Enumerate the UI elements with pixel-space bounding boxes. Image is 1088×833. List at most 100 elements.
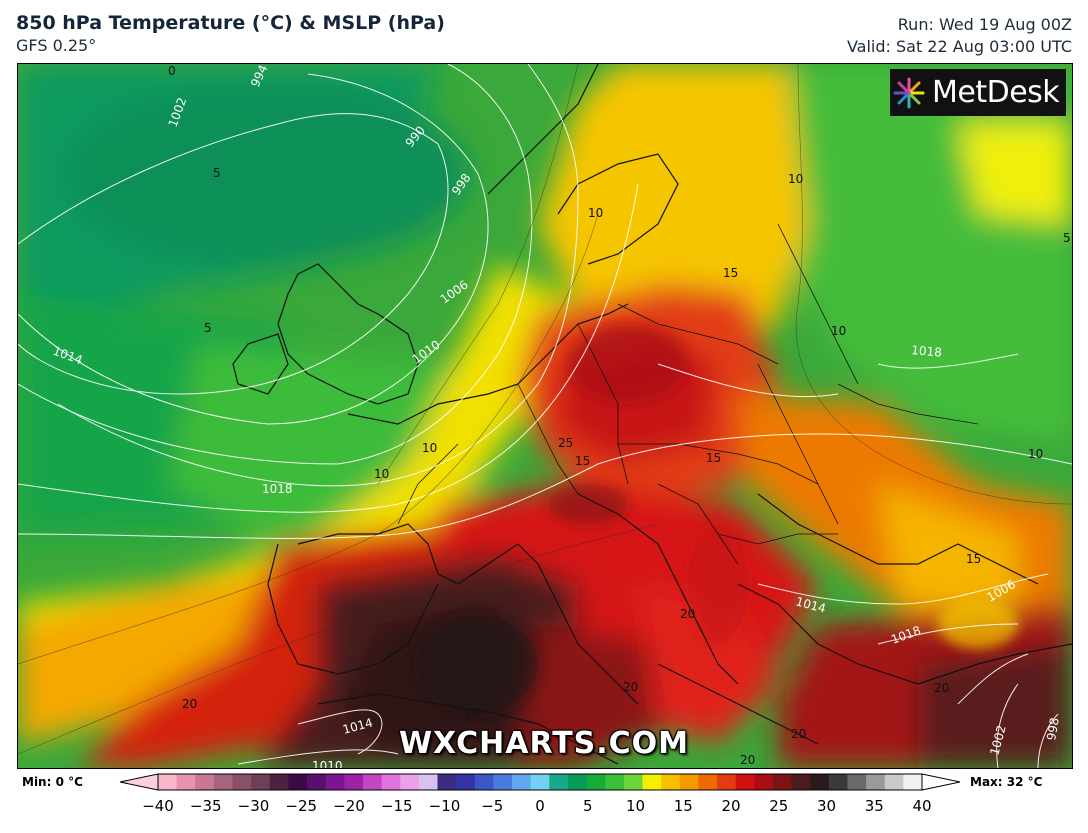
colorbar-swatch [176, 774, 196, 790]
isotherm-label: 15 [706, 451, 721, 465]
colorbar-tick-label: −40 [142, 797, 174, 815]
colorbar-swatch [791, 774, 811, 790]
isotherm-label: 10 [588, 206, 603, 220]
colorbar-tick-label: −10 [428, 797, 461, 815]
colorbar-swatch [549, 774, 569, 790]
colorbar-swatch [903, 774, 923, 790]
colorbar-tick-label: −30 [237, 797, 270, 815]
colorbar-tick-label: 30 [816, 797, 837, 815]
colorbar-swatch [325, 774, 345, 790]
isobar-label: 1010 [312, 759, 343, 768]
isobars [18, 64, 1072, 768]
colorbar-swatch [158, 774, 178, 790]
colorbar-swatch [251, 774, 271, 790]
temperature-detail [418, 324, 1018, 714]
weather-map[interactable]: 994 1002 990 998 1006 1010 1014 1018 101… [17, 63, 1073, 769]
isotherm-label: 20 [680, 607, 695, 621]
colorbar-swatch [847, 774, 867, 790]
isotherm-label: 25 [558, 436, 573, 450]
colorbar-swatch [512, 774, 532, 790]
valid-time: Valid: Sat 22 Aug 03:00 UTC [846, 37, 1072, 56]
isotherm-label: 15 [723, 266, 738, 280]
isotherm-label: 10 [1028, 447, 1043, 461]
colorbar-tick-label: −5 [481, 797, 504, 815]
colorbar-tick-label: 15 [673, 797, 693, 815]
great-britain-outline [277, 263, 419, 405]
colorbar-swatch [772, 774, 793, 790]
colorbar-swatch [437, 774, 457, 790]
colorbar-min-label: Min: 0 °C [22, 775, 83, 789]
map-svg: 994 1002 990 998 1006 1010 1014 1018 101… [18, 64, 1072, 768]
colorbar-max-label: Max: 32 °C [970, 775, 1043, 789]
colorbar-swatch [828, 774, 848, 790]
colorbar-swatch [586, 774, 606, 790]
metdesk-logo-text: MetDesk [932, 75, 1060, 110]
ireland-outline [232, 333, 289, 395]
isotherm-label: 10 [422, 441, 437, 455]
colorbar-swatch [679, 774, 699, 790]
colorbar-border [157, 773, 923, 791]
isotherm-label: 5 [1063, 231, 1071, 245]
isobar-label: 1018 [262, 482, 293, 496]
isotherm-label: 5 [213, 166, 221, 180]
colorbar-swatch [344, 774, 364, 790]
colorbar-swatch [605, 774, 625, 790]
colorbar-swatch [418, 774, 439, 790]
colorbar-tick-label: 40 [912, 797, 932, 815]
colorbar-swatch [213, 774, 234, 790]
colorbar-swatch [288, 774, 308, 790]
isotherm-label: 20 [623, 680, 638, 694]
isotherm-label: 30 [464, 706, 479, 720]
isotherm-label: 10 [374, 467, 389, 481]
isotherm-label: 10 [831, 324, 846, 338]
country-borders [397, 223, 979, 565]
chart-title: 850 hPa Temperature (°C) & MSLP (hPa) [16, 12, 445, 34]
colorbar-swatch [195, 774, 215, 790]
colorbar-swatch [884, 774, 904, 790]
colorbar-tick-label: 35 [864, 797, 884, 815]
colorbar-tick-label: −15 [380, 797, 413, 815]
colorbar-swatch [698, 774, 718, 790]
colorbar-min-arrow [119, 773, 159, 791]
colorbar-swatch [717, 774, 737, 790]
colorbar-swatch [661, 774, 681, 790]
colorbar-swatch [456, 774, 476, 790]
colorbar-swatch [400, 774, 420, 790]
isobar-label: 998 [1044, 717, 1062, 742]
run-time: Run: Wed 19 Aug 00Z [897, 15, 1072, 34]
colorbar-swatch [866, 774, 886, 790]
colorbar-swatch [642, 774, 662, 790]
colorbar-swatch [474, 774, 494, 790]
colorbar-tick-label: 10 [625, 797, 646, 815]
colorbar-swatch [269, 774, 289, 790]
colorbar-swatch [493, 774, 513, 790]
metdesk-logo-icon [893, 77, 925, 108]
colorbar-swatch [623, 774, 643, 790]
model-label: GFS 0.25° [16, 36, 97, 55]
colorbar-max-arrow [921, 773, 961, 791]
isotherm-label: 20 [740, 753, 755, 767]
coastlines [232, 64, 1072, 765]
isotherm-label: 20 [791, 727, 806, 741]
isotherm-label: 0 [168, 64, 176, 78]
isobar-label: 1018 [911, 343, 943, 360]
colorbar-tick-label: −20 [333, 797, 365, 815]
colorbar-swatch [362, 774, 383, 790]
isotherm-label: 15 [575, 454, 590, 468]
isotherm-label: 20 [182, 697, 197, 711]
colorbar-swatch [530, 774, 550, 790]
colorbar-swatch [381, 774, 401, 790]
watermark: WXCHARTS.COM [398, 726, 690, 761]
colorbar-tick-label: 25 [769, 797, 789, 815]
colorbar-swatch [567, 774, 588, 790]
metdesk-logo: MetDesk [890, 69, 1066, 116]
colorbar-tick-label: −25 [285, 797, 318, 815]
colorbar-swatch [810, 774, 830, 790]
isotherm-label: 10 [788, 172, 803, 186]
isotherm-label: 20 [934, 681, 949, 695]
colorbar-swatch [232, 774, 252, 790]
isotherms [18, 64, 1072, 755]
colorbar-tick-label: 0 [535, 797, 545, 815]
isotherm-label: 15 [966, 552, 981, 566]
colorbar-swatch [754, 774, 774, 790]
